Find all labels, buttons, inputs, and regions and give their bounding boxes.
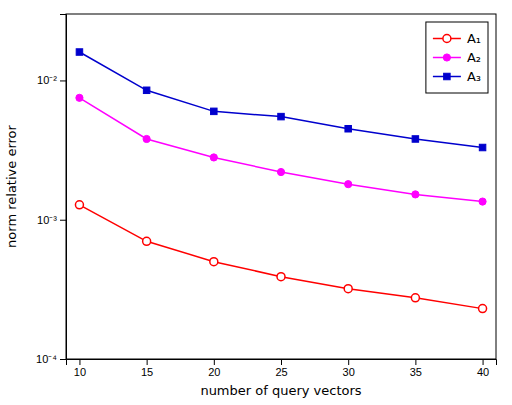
y-tick-mark	[60, 220, 66, 221]
data-point	[479, 198, 486, 205]
legend-marker	[443, 35, 451, 43]
data-point	[345, 125, 352, 132]
series-line	[79, 205, 482, 309]
legend-label: A₂	[467, 50, 481, 65]
series-line	[79, 98, 482, 202]
x-tick: 35	[410, 359, 422, 378]
y-tick-label: 10⁻⁴	[36, 353, 57, 365]
data-point	[277, 273, 285, 281]
chart: 10 15 20 25 30 35 40 10⁻⁴ 10⁻³ 10⁻² A₁ A₂ A₃ number o…	[0, 0, 512, 405]
x-tick-label: 20	[208, 366, 220, 378]
x-axis: 10 15 20 25 30 35 40	[67, 359, 497, 378]
y-tick-mark	[60, 359, 66, 360]
data-point	[211, 108, 218, 115]
series	[76, 49, 486, 151]
series-line	[79, 52, 482, 147]
data-point	[412, 191, 419, 198]
y-axis: 10⁻⁴ 10⁻³ 10⁻²	[36, 15, 66, 366]
series	[76, 94, 486, 205]
y-tick: 10⁻⁴	[36, 353, 66, 365]
data-point	[143, 87, 150, 94]
legend-entries: A₁ A₂ A₃	[433, 31, 481, 84]
x-tick: 40	[477, 359, 489, 378]
legend-label: A₃	[467, 69, 481, 84]
legend-marker	[443, 54, 450, 61]
data-point	[143, 237, 151, 245]
y-tick: 10⁻³	[37, 214, 66, 226]
x-tick-label: 25	[275, 366, 287, 378]
x-tick-label: 15	[141, 366, 153, 378]
x-tick: 10	[74, 359, 86, 378]
x-tick-mark	[147, 359, 148, 365]
x-axis-title: number of query vectors	[200, 383, 361, 398]
x-tick-label: 10	[74, 366, 86, 378]
y-axis-title: norm relative error	[4, 124, 19, 247]
x-tick-label: 40	[477, 366, 489, 378]
data-point	[344, 285, 352, 293]
data-point	[76, 49, 83, 56]
y-tick-label: 10⁻³	[37, 214, 57, 226]
data-point	[479, 305, 487, 313]
x-tick: 25	[275, 359, 287, 378]
data-point	[345, 181, 352, 188]
data-point	[76, 94, 83, 101]
x-tick-mark	[415, 359, 416, 365]
data-point	[210, 258, 218, 266]
data-point	[479, 144, 486, 151]
legend-entry: A₁	[433, 31, 481, 46]
data-point	[75, 201, 83, 209]
series	[75, 201, 486, 313]
y-tick-mark	[60, 80, 66, 81]
legend-marker	[444, 73, 451, 80]
data-layer	[75, 49, 486, 313]
x-tick-mark	[483, 359, 484, 365]
legend-label: A₁	[467, 31, 481, 46]
legend-box	[426, 22, 488, 93]
x-tick-mark	[281, 359, 282, 365]
x-tick-mark	[348, 359, 349, 365]
plot-frame	[66, 14, 496, 359]
x-tick: 20	[208, 359, 220, 378]
x-tick: 30	[343, 359, 355, 378]
x-tick-label: 35	[410, 366, 422, 378]
x-tick-label: 30	[343, 366, 355, 378]
data-point	[210, 154, 217, 161]
x-tick-mark	[79, 359, 80, 365]
y-tick: 10⁻²	[37, 74, 66, 86]
data-point	[277, 168, 284, 175]
data-point	[143, 135, 150, 142]
axis-domain	[67, 360, 497, 366]
legend-entry: A₃	[433, 69, 481, 84]
x-tick-mark	[214, 359, 215, 365]
legend: A₁ A₂ A₃	[426, 22, 488, 93]
data-point	[278, 113, 285, 120]
plot-area: 10 15 20 25 30 35 40 10⁻⁴ 10⁻³ 10⁻² A₁ A₂ A₃	[36, 14, 496, 378]
data-point	[411, 294, 419, 302]
data-point	[412, 136, 419, 143]
y-tick-label: 10⁻²	[37, 74, 57, 86]
x-tick: 15	[141, 359, 153, 378]
legend-entry: A₂	[433, 50, 481, 65]
